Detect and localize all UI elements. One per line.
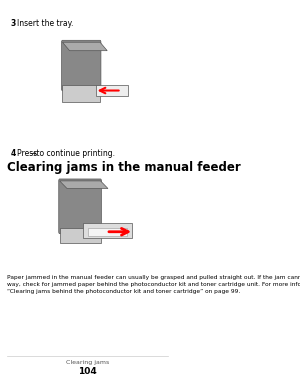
- Polygon shape: [97, 85, 128, 95]
- Polygon shape: [83, 223, 132, 238]
- Text: Clearing jams in the manual feeder: Clearing jams in the manual feeder: [7, 161, 240, 174]
- FancyBboxPatch shape: [60, 227, 100, 243]
- FancyBboxPatch shape: [62, 85, 100, 102]
- Text: 104: 104: [78, 367, 97, 376]
- Text: Press: Press: [17, 149, 40, 158]
- Text: Paper jammed in the manual feeder can usually be grasped and pulled straight out: Paper jammed in the manual feeder can us…: [7, 275, 300, 294]
- Polygon shape: [62, 42, 107, 51]
- Text: →: →: [30, 149, 36, 158]
- Text: Insert the tray.: Insert the tray.: [17, 19, 73, 28]
- FancyBboxPatch shape: [59, 179, 101, 234]
- Text: Clearing jams: Clearing jams: [66, 360, 109, 365]
- Polygon shape: [60, 181, 108, 189]
- Text: to continue printing.: to continue printing.: [34, 149, 115, 158]
- Text: 3: 3: [11, 19, 16, 28]
- Polygon shape: [88, 227, 127, 236]
- Text: 4: 4: [11, 149, 16, 158]
- FancyBboxPatch shape: [61, 40, 101, 91]
